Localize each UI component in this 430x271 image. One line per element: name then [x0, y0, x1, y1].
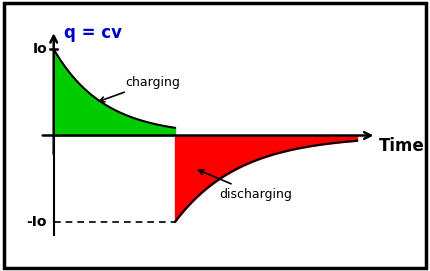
Text: Time: Time	[379, 137, 425, 155]
Text: charging: charging	[99, 76, 180, 102]
Text: q = cv: q = cv	[64, 24, 122, 42]
Text: Io: Io	[32, 42, 47, 56]
Text: discharging: discharging	[199, 170, 292, 201]
Text: -Io: -Io	[27, 215, 47, 229]
